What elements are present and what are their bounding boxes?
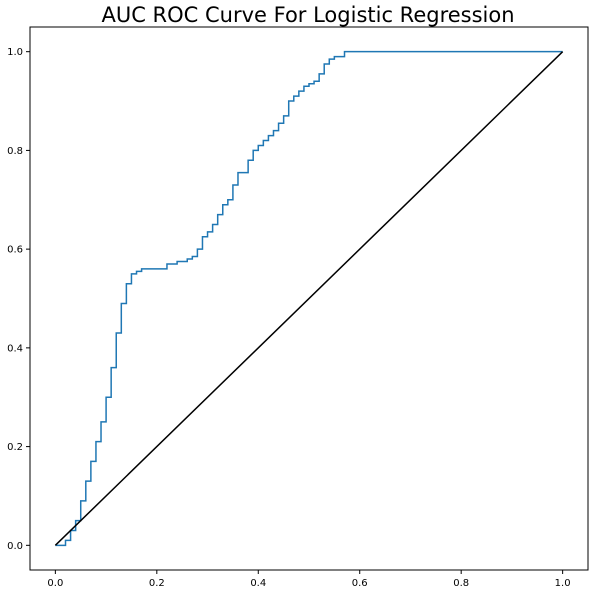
y-tick-label: 1.0 <box>7 47 23 58</box>
x-tick-label: 0.2 <box>149 578 165 589</box>
x-tick-label: 0.6 <box>352 578 368 589</box>
x-tick-label: 0.4 <box>250 578 266 589</box>
chance-diagonal-line <box>54 51 564 546</box>
roc-curve-line <box>55 50 563 547</box>
chart-title: AUC ROC Curve For Logistic Regression <box>101 3 514 27</box>
series-layer <box>54 50 564 547</box>
x-tick-label: 0.8 <box>453 578 469 589</box>
y-tick-label: 0.0 <box>7 541 23 552</box>
y-tick-label: 0.6 <box>7 245 23 256</box>
y-tick-label: 0.2 <box>7 442 23 453</box>
x-tick-label: 0.0 <box>47 578 63 589</box>
y-tick-label: 0.4 <box>7 343 23 354</box>
axes: 0.0 0.2 0.4 0.6 0.8 1.0 0.0 0.2 0.4 0.6 0.8 1.0 <box>7 47 570 589</box>
y-tick-label: 0.8 <box>7 146 23 157</box>
plot-frame <box>29 26 589 571</box>
x-tick-label: 1.0 <box>555 578 571 589</box>
